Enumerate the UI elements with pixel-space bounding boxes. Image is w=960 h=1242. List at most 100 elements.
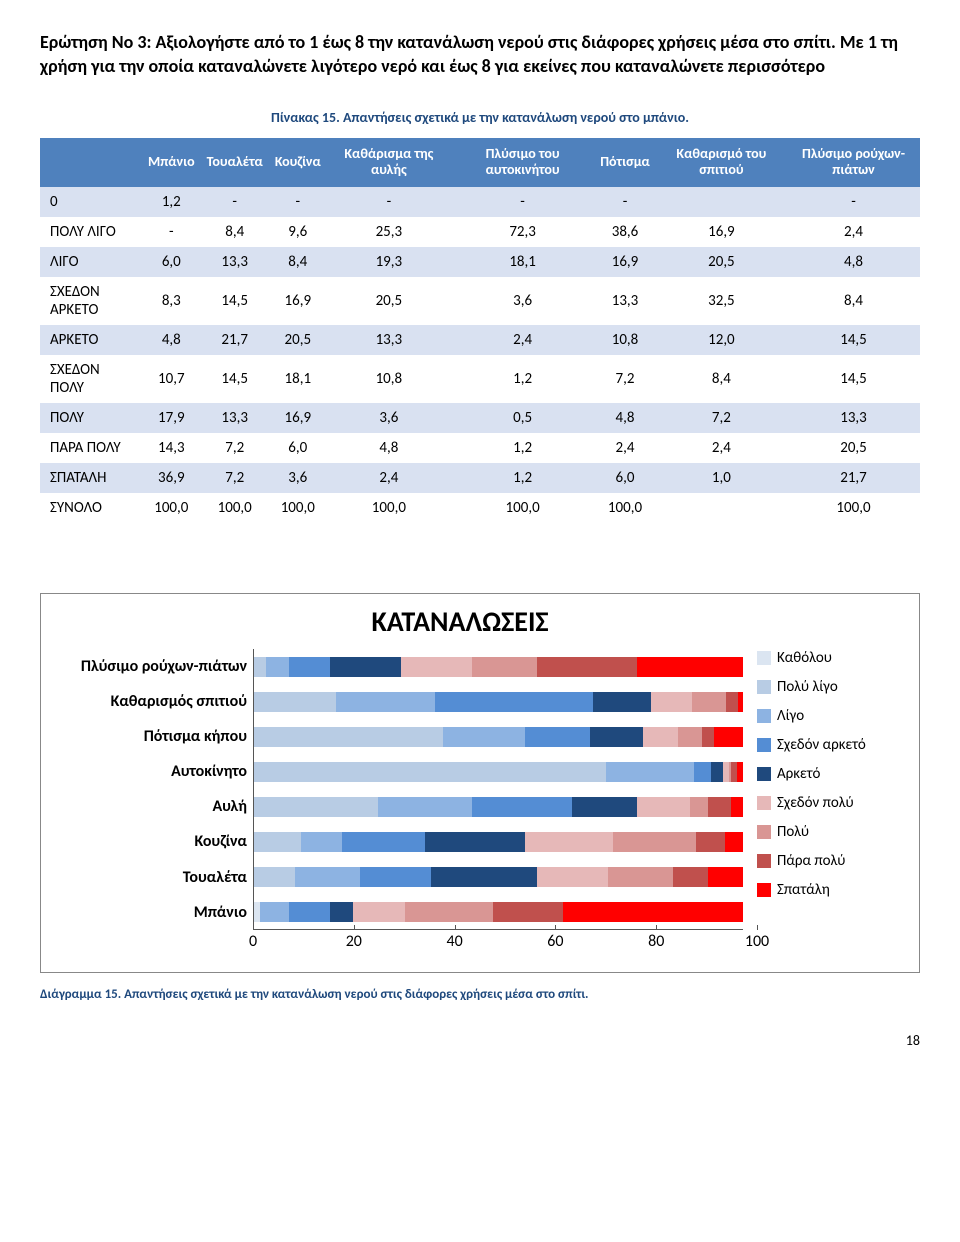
legend-label: Σχεδόν αρκετό xyxy=(777,736,866,754)
table-cell: 13,3 xyxy=(594,277,656,325)
table-cell: 4,8 xyxy=(594,403,656,433)
bar-segment xyxy=(690,797,708,817)
bar-row xyxy=(254,754,743,789)
table-cell: 10,8 xyxy=(594,325,656,355)
bar-segment xyxy=(360,867,431,887)
bar-segment xyxy=(731,797,743,817)
chart-plot xyxy=(253,649,743,930)
table-cell: 6,0 xyxy=(269,433,327,463)
bar-segment xyxy=(725,832,743,852)
legend-item: Καθόλου xyxy=(757,649,907,667)
table-cell: 8,4 xyxy=(269,247,327,277)
legend-item: Σχεδόν αρκετό xyxy=(757,736,907,754)
bar-segment xyxy=(254,867,295,887)
bar-segment xyxy=(289,902,330,922)
table-cell: 7,2 xyxy=(201,433,269,463)
table-cell: 16,9 xyxy=(594,247,656,277)
table-header-cell: Καθάρισμα της αυλής xyxy=(327,138,451,188)
bar-segment xyxy=(254,727,443,747)
table-row: ΣΧΕΔΟΝ ΠΟΛΥ10,714,518,110,81,27,28,414,5 xyxy=(40,355,920,403)
table-cell: - xyxy=(201,187,269,217)
bar-segment xyxy=(425,832,525,852)
table-cell: - xyxy=(787,187,920,217)
legend-swatch xyxy=(757,854,771,868)
table-cell: 8,4 xyxy=(656,355,787,403)
y-axis-label: Πότισμα κήπου xyxy=(144,729,247,745)
y-axis-label: Αυλή xyxy=(212,799,247,815)
question-heading: Ερώτηση Νο 3: Αξιολογήστε από το 1 έως 8… xyxy=(40,30,920,79)
table-cell: 3,6 xyxy=(327,403,451,433)
bar-segment xyxy=(608,867,673,887)
table-cell: 19,3 xyxy=(327,247,451,277)
bar-segment xyxy=(593,692,651,712)
table-row: ΠΟΛΥ17,913,316,93,60,54,87,213,3 xyxy=(40,403,920,433)
bar-segment xyxy=(472,797,572,817)
table-cell: - xyxy=(269,187,327,217)
table-cell: 100,0 xyxy=(327,493,451,523)
legend-item: Σχεδόν πολύ xyxy=(757,794,907,812)
bar-segment xyxy=(613,832,696,852)
bar-row xyxy=(254,649,743,684)
bar-segment xyxy=(342,832,425,852)
table-header-cell: Κουζίνα xyxy=(269,138,327,188)
bar-segment xyxy=(401,657,472,677)
table-cell: 13,3 xyxy=(327,325,451,355)
chart-legend: ΚαθόλουΠολύ λίγοΛίγοΣχεδόν αρκετόΑρκετόΣ… xyxy=(743,649,907,930)
table-cell: 2,4 xyxy=(787,217,920,247)
y-axis-label: Μπάνιο xyxy=(194,905,247,921)
bar-segment xyxy=(537,867,608,887)
bar-segment xyxy=(330,902,353,922)
bar-segment xyxy=(525,727,590,747)
table-cell: 12,0 xyxy=(656,325,787,355)
table-header-cell: Μπάνιο xyxy=(142,138,201,188)
bar-row xyxy=(254,859,743,894)
bar-segment xyxy=(572,797,637,817)
table-cell: 21,7 xyxy=(201,325,269,355)
bar-segment xyxy=(537,657,637,677)
bar-segment xyxy=(254,762,606,782)
table-cell: 16,9 xyxy=(656,217,787,247)
table-cell: 18,1 xyxy=(451,247,594,277)
legend-swatch xyxy=(757,680,771,694)
bar-segment xyxy=(493,902,563,922)
bar-segment xyxy=(330,657,401,677)
row-label: ΛΙΓΟ xyxy=(40,247,142,277)
legend-label: Λίγο xyxy=(777,707,804,725)
chart-y-labels: Πλύσιμο ρούχων-πιάτωνΚαθαρισμός σπιτιούΠ… xyxy=(53,649,253,930)
table-header-cell: Καθαρισμό του σπιτιού xyxy=(656,138,787,188)
bar-segment xyxy=(711,762,723,782)
table-cell: 20,5 xyxy=(656,247,787,277)
table-cell: 32,5 xyxy=(656,277,787,325)
table-cell: 10,8 xyxy=(327,355,451,403)
bar-segment xyxy=(254,797,378,817)
row-label: ΣΧΕΔΟΝ ΑΡΚΕΤΟ xyxy=(40,277,142,325)
table-cell: 7,2 xyxy=(594,355,656,403)
legend-item: Πολύ xyxy=(757,823,907,841)
table-cell: 14,5 xyxy=(787,355,920,403)
x-axis-tick: 80 xyxy=(648,932,664,951)
table-header-cell: Πότισμα xyxy=(594,138,656,188)
table-cell: 38,6 xyxy=(594,217,656,247)
legend-item: Σπατάλη xyxy=(757,881,907,899)
table-cell: 100,0 xyxy=(451,493,594,523)
chart-caption: Διάγραμμα 15. Απαντήσεις σχετικά με την … xyxy=(40,987,920,1002)
table-cell: 1,0 xyxy=(656,463,787,493)
legend-label: Σχεδόν πολύ xyxy=(777,794,854,812)
bar-segment xyxy=(696,832,725,852)
bar-segment xyxy=(254,657,266,677)
bar-segment xyxy=(643,727,678,747)
table-row: ΣΠΑΤΑΛΗ36,97,23,62,41,26,01,021,7 xyxy=(40,463,920,493)
bar-segment xyxy=(295,867,360,887)
table-cell: 20,5 xyxy=(327,277,451,325)
table-header-cell: Τουαλέτα xyxy=(201,138,269,188)
table-header-cell: Πλύσιμο ρούχων-πιάτων xyxy=(787,138,920,188)
legend-item: Λίγο xyxy=(757,707,907,725)
row-label: 0 xyxy=(40,187,142,217)
table-cell: 8,4 xyxy=(787,277,920,325)
x-axis-tick: 40 xyxy=(446,932,462,951)
bar-segment xyxy=(708,867,743,887)
row-label: ΠΟΛΥ ΛΙΓΟ xyxy=(40,217,142,247)
bar-segment xyxy=(525,832,614,852)
table-cell: 6,0 xyxy=(142,247,201,277)
legend-swatch xyxy=(757,709,771,723)
